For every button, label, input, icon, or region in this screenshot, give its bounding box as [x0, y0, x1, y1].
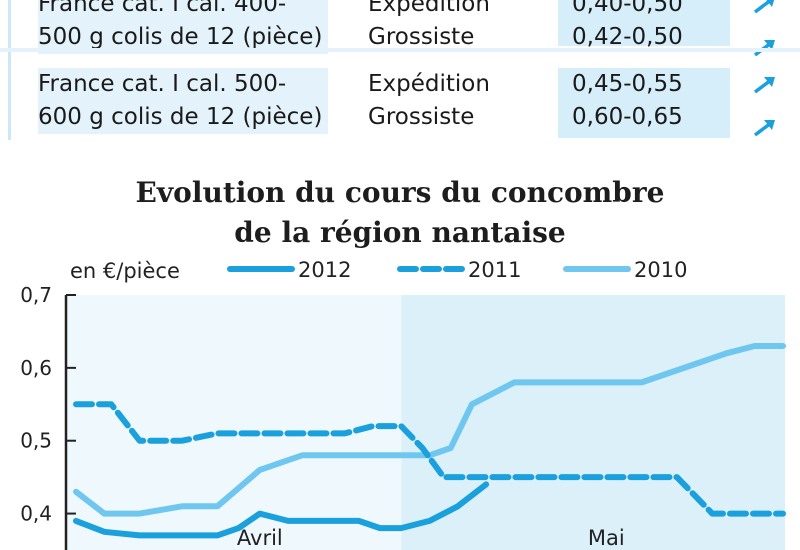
- product-label: France cat. I cal. 500- 600 g colis de 1…: [38, 68, 329, 134]
- series-line-2012: [73, 481, 490, 539]
- y-tick-label: 0,4: [20, 502, 52, 526]
- table-left-rule: [8, 0, 11, 140]
- table-row: 0,45-0,55 0,60-0,65 France cat. I cal. 5…: [10, 68, 800, 138]
- chart-title-line: de la région nantaise: [234, 216, 566, 249]
- legend-label-2012: 2012: [298, 258, 351, 282]
- plot-area-right: [401, 295, 785, 550]
- product-label: France cat. I cal. 400- 500 g colis de 1…: [38, 0, 329, 54]
- series-line-2011: [73, 401, 786, 517]
- product-line: France cat. I cal. 500-: [38, 71, 287, 97]
- chart-container: Evolution du cours du concombre de la ré…: [0, 148, 800, 550]
- price-value: 0,60-0,65: [572, 104, 683, 130]
- chart-title-line: Evolution du cours du concombre: [135, 176, 665, 209]
- trend-column: [745, 68, 785, 154]
- x-month-label: Mai: [588, 526, 625, 550]
- line-chart: 0,7 0,6 0,5 0,4 en €/pièce Avril Mai 2012 2011 20…: [20, 258, 786, 550]
- legend-label-2010: 2010: [634, 258, 687, 282]
- trend-up-arrow-icon: [750, 0, 780, 21]
- price-column-bg: 0,40-0,50 0,42-0,50: [558, 0, 730, 50]
- product-line: France cat. I cal. 400-: [38, 0, 287, 17]
- row-divider: [0, 48, 800, 52]
- stage-text: Expédition: [368, 71, 490, 97]
- legend-label-2011: 2011: [468, 258, 521, 282]
- table-row: 0,40-0,50 0,42-0,50 France cat. I cal. 4…: [10, 0, 800, 57]
- trend-column: [745, 0, 785, 74]
- y-tick-label: 0,7: [20, 283, 52, 307]
- trend-up-arrow-icon: [750, 68, 780, 101]
- stage-text: Grossiste: [368, 24, 475, 50]
- y-tick-label: 0,6: [20, 356, 52, 380]
- price-table: 0,40-0,50 0,42-0,50 France cat. I cal. 4…: [0, 0, 800, 140]
- stage-label: Expédition Grossiste: [368, 68, 490, 134]
- stage-text: Expédition: [368, 0, 490, 17]
- price-value: 0,45-0,55: [572, 71, 683, 97]
- series-line-2010: [73, 343, 786, 517]
- product-line: 600 g colis de 12 (pièce): [38, 104, 323, 130]
- stage-label: Expédition Grossiste: [368, 0, 490, 54]
- trend-up-arrow-icon: [750, 111, 780, 144]
- price-value: 0,42-0,50: [572, 24, 683, 50]
- x-month-label: Avril: [237, 526, 283, 550]
- product-line: 500 g colis de 12 (pièce): [38, 24, 323, 50]
- y-tick-label: 0,5: [20, 429, 52, 453]
- price-column-bg: 0,45-0,55 0,60-0,65: [558, 68, 730, 138]
- stage-text: Grossiste: [368, 104, 475, 130]
- price-value: 0,40-0,50: [572, 0, 683, 17]
- y-axis-unit-label: en €/pièce: [70, 259, 180, 283]
